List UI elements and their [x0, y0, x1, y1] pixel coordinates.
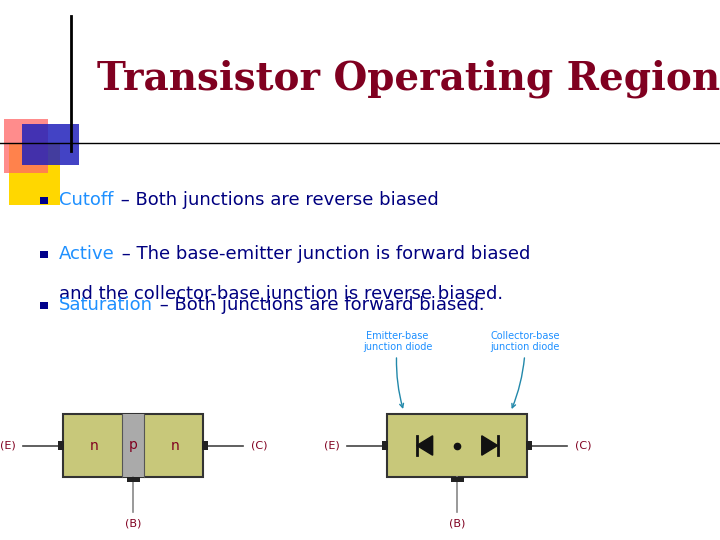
Text: Cutoff: Cutoff	[59, 191, 114, 209]
Bar	[4, 119, 48, 173]
Bar	[382, 441, 389, 450]
Text: Transistor Operating Regions: Transistor Operating Regions	[97, 59, 720, 98]
Bar	[58, 441, 64, 450]
Bar	[22, 124, 79, 165]
Bar	[40, 197, 48, 204]
Polygon shape	[482, 436, 498, 455]
Bar	[202, 441, 209, 450]
Text: and the collector-base junction is reverse biased.: and the collector-base junction is rever…	[59, 285, 503, 303]
Bar	[63, 415, 203, 477]
Bar	[122, 415, 145, 477]
Text: n: n	[89, 438, 98, 453]
Text: p: p	[129, 438, 138, 453]
Text: – Both junctions are forward biased.: – Both junctions are forward biased.	[155, 296, 485, 314]
Bar	[387, 415, 527, 477]
Bar	[9, 143, 60, 205]
Text: Emitter-base
junction diode: Emitter-base junction diode	[363, 330, 432, 408]
Text: (C): (C)	[251, 441, 267, 450]
Bar	[451, 477, 464, 482]
Text: (C): (C)	[575, 441, 591, 450]
Text: (B): (B)	[449, 518, 465, 529]
Text: n: n	[171, 438, 180, 453]
Bar	[40, 302, 48, 309]
Text: (B): (B)	[125, 518, 141, 529]
Text: – Both junctions are reverse biased: – Both junctions are reverse biased	[115, 191, 438, 209]
Text: – The base-emitter junction is forward biased: – The base-emitter junction is forward b…	[116, 245, 531, 263]
Text: Collector-base
junction diode: Collector-base junction diode	[490, 330, 560, 408]
Text: Saturation: Saturation	[59, 296, 153, 314]
Polygon shape	[417, 436, 433, 455]
Text: (E): (E)	[0, 441, 15, 450]
Bar	[127, 477, 140, 482]
Bar	[526, 441, 532, 450]
Bar	[40, 251, 48, 258]
Text: (E): (E)	[324, 441, 339, 450]
Text: Active: Active	[59, 245, 114, 263]
